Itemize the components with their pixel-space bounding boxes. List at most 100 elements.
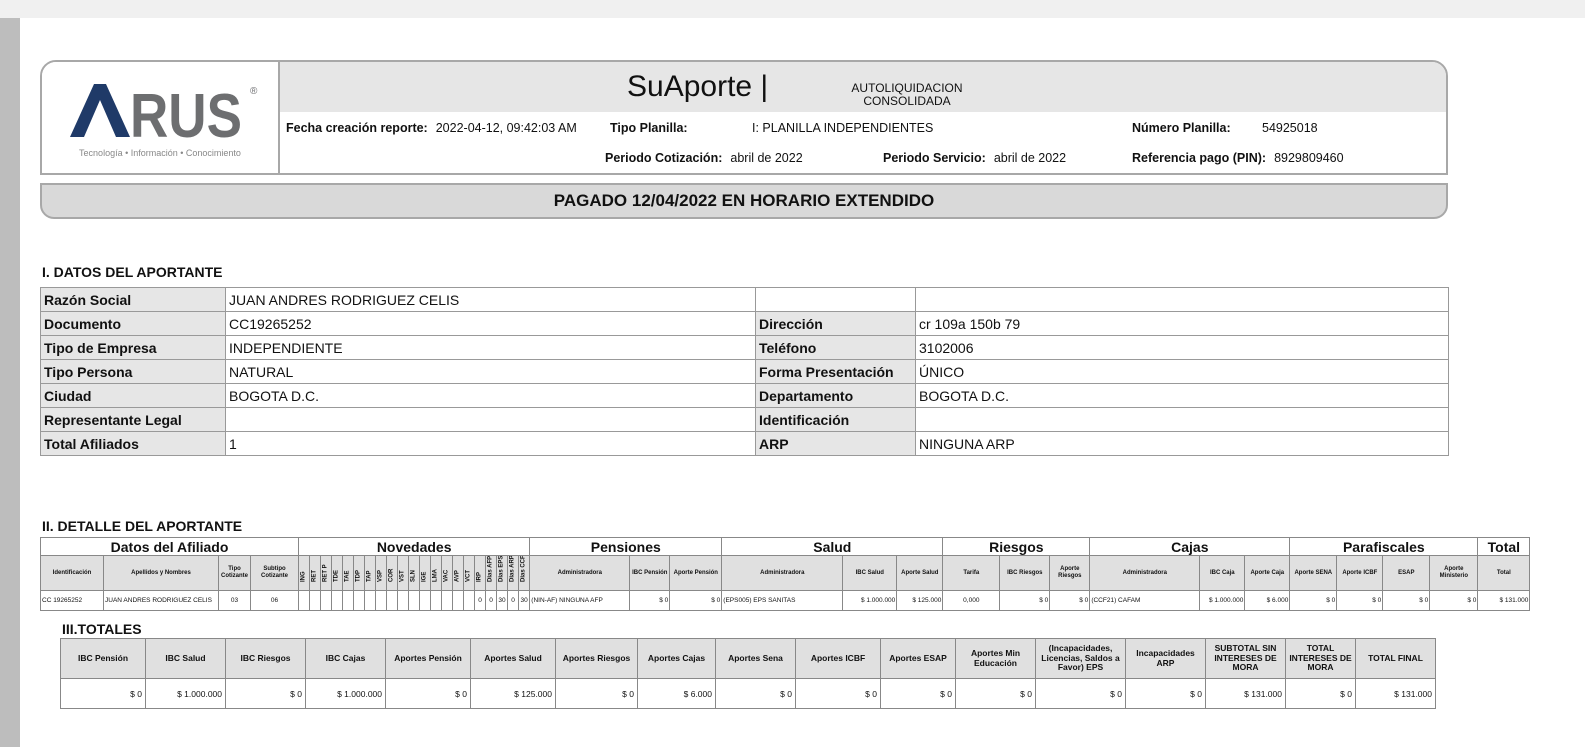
tipo-planilla-value: I: PLANILLA INDEPENDIENTES (752, 121, 934, 135)
novedad-cell (419, 590, 432, 611)
column-header: Aporte Salud (896, 555, 944, 591)
column-header: Aportes ICBF (795, 638, 881, 679)
column-header: Aportes Pensión (385, 638, 471, 679)
novedad-cell (298, 590, 311, 611)
novedad-cell (386, 590, 399, 611)
novedad-header-cell: TDP (353, 555, 366, 591)
table-row: Total Afiliados 1 ARP NINGUNA ARP (40, 431, 1449, 456)
novedad-cell (452, 590, 465, 611)
column-header: TOTAL INTERESES DE MORA (1285, 638, 1356, 679)
column-header: ESAP (1382, 555, 1431, 591)
periodo-servicio-label: Periodo Servicio: (883, 151, 986, 165)
field-label: Representante Legal (40, 407, 226, 432)
detalle-table: Datos del Afiliado Novedades Pensiones Salu… (39, 537, 1531, 611)
cell: JUAN ANDRES RODRIGUEZ CELIS (103, 590, 219, 611)
novedad-cell (408, 590, 421, 611)
novedad-cell: 30 (518, 590, 531, 611)
novedad-header: SLN (410, 570, 417, 582)
novedad-header-cell: RET P (320, 555, 333, 591)
novedad-header-cell: VSP (375, 555, 388, 591)
novedad-header: VSP (377, 569, 384, 582)
field-label: Departamento (755, 383, 916, 408)
field-label (755, 287, 916, 312)
novedad-header-cell: LMA (430, 555, 443, 591)
field-label: ARP (755, 431, 916, 456)
total-value: $ 1.000.000 (305, 678, 386, 709)
column-header: Administradora (721, 555, 844, 591)
table-row: CC 19265252 JUAN ANDRES RODRIGUEZ CELIS 03… (40, 590, 1531, 611)
group-header: Parafiscales (1289, 537, 1479, 556)
novedad-header: COR (388, 568, 395, 582)
novedad-header: Dias CCF (520, 555, 527, 583)
column-header: Administradora (529, 555, 631, 591)
cell: $ 0 (1049, 590, 1091, 611)
report-subtitle: AUTOLIQUIDACION CONSOLIDADA (837, 82, 977, 108)
periodo-cotizacion-label: Periodo Cotización: (605, 151, 723, 165)
column-header: TOTAL FINAL (1355, 638, 1436, 679)
column-header: Aportes Salud (470, 638, 556, 679)
fecha-label: Fecha creación reporte: (286, 121, 428, 135)
column-header: Aporte Caja (1244, 555, 1291, 591)
total-value: $ 0 (385, 678, 471, 709)
field-value (225, 407, 756, 432)
column-header: Aportes ESAP (880, 638, 956, 679)
total-value: $ 131.000 (1205, 678, 1286, 709)
svg-text:RUS: RUS (130, 82, 242, 151)
field-label: Ciudad (40, 383, 226, 408)
cell: $ 0 (999, 590, 1051, 611)
cell: 0,000 (942, 590, 1001, 611)
total-value: $ 0 (60, 678, 146, 709)
novedad-cell (397, 590, 410, 611)
payment-status-banner: PAGADO 12/04/2022 EN HORARIO EXTENDIDO (40, 183, 1448, 219)
column-header: (Incapacidades, Licencias, Saldos a Favo… (1035, 638, 1126, 679)
group-header: Salud (721, 537, 944, 556)
field-label: Total Afiliados (40, 431, 226, 456)
novedad-cell: 0 (485, 590, 498, 611)
novedad-header: Dias AFP (487, 555, 494, 583)
tipo-planilla-field: Tipo Planilla: I: PLANILLA INDEPENDIENTE… (610, 121, 933, 135)
novedad-header-cell: Dias ARP (507, 555, 520, 591)
periodo-servicio-field: Periodo Servicio: abril de 2022 (883, 151, 1066, 165)
cell: CC 19265252 (40, 590, 104, 611)
aportante-table: Razón Social JUAN ANDRES RODRIGUEZ CELIS D… (40, 287, 1449, 456)
group-header: Riesgos (942, 537, 1091, 556)
novedad-cell: 30 (496, 590, 509, 611)
field-value: NATURAL (225, 359, 756, 384)
cell: $ 0 (1382, 590, 1431, 611)
group-header: Pensiones (529, 537, 723, 556)
group-header-row: Datos del Afiliado Novedades Pensiones Salu… (39, 537, 1531, 556)
field-value: JUAN ANDRES RODRIGUEZ CELIS (225, 287, 756, 312)
field-label: Tipo de Empresa (40, 335, 226, 360)
numero-planilla-field: Número Planilla: 54925018 (1132, 121, 1318, 135)
cell: $ 0 (1429, 590, 1479, 611)
novedad-cell (353, 590, 366, 611)
cell: 06 (249, 590, 300, 611)
total-value: $ 0 (555, 678, 638, 709)
periodo-cotizacion-value: abril de 2022 (730, 151, 803, 165)
tipo-planilla-label: Tipo Planilla: (610, 121, 688, 135)
novedad-header-cell: TDE (331, 555, 344, 591)
column-header: Aporte Pensión (669, 555, 723, 591)
column-header: IBC Salud (842, 555, 898, 591)
table-row: Tipo Persona NATURAL Forma Presentación ÚNI… (40, 359, 1449, 384)
novedad-header-cell: IGE (419, 555, 432, 591)
field-label: Dirección (755, 311, 916, 336)
cell: (CCF21) CAFAM (1089, 590, 1201, 611)
column-header: Subtipo Cotizante (249, 555, 300, 591)
novedad-cell (463, 590, 476, 611)
cell: (EPS005) EPS SANITAS (721, 590, 844, 611)
novedad-cell (342, 590, 355, 611)
field-value (915, 407, 1449, 432)
total-value: $ 0 (715, 678, 796, 709)
field-value: CC19265252 (225, 311, 756, 336)
viewer-scrollbar[interactable] (0, 18, 20, 747)
novedad-cell: 0 (507, 590, 520, 611)
column-header: SUBTOTAL SIN INTERESES DE MORA (1205, 638, 1286, 679)
field-value: cr 109a 150b 79 (915, 311, 1449, 336)
cell: $ 131.000 (1477, 590, 1531, 611)
group-header: Novedades (298, 537, 531, 556)
cell: $ 0 (1289, 590, 1338, 611)
novedad-header-cell: ING (298, 555, 311, 591)
column-header: Tipo Cotizante (218, 555, 251, 591)
novedad-header-cell: VAC (441, 555, 454, 591)
